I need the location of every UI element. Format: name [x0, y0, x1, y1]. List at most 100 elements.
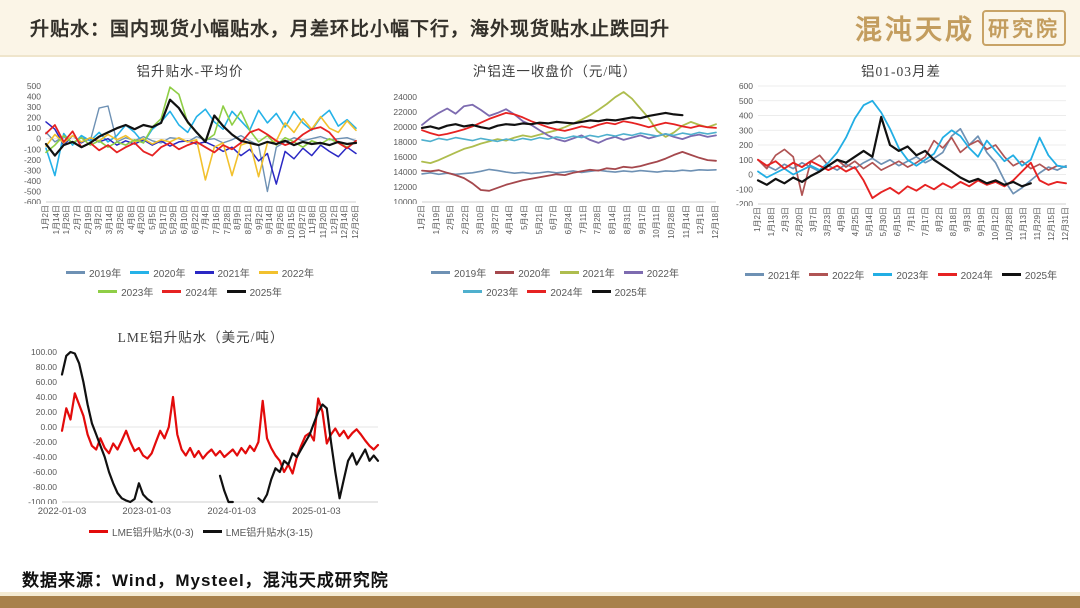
legend-label: 2019年 — [89, 269, 122, 280]
svg-text:300: 300 — [27, 102, 41, 112]
x-axis-label: 8月21日 — [244, 205, 254, 235]
legend-swatch — [495, 271, 515, 274]
x-axis-label: 1月2日 — [417, 205, 426, 230]
legend-swatch — [744, 273, 764, 276]
svg-text:40.00: 40.00 — [36, 392, 58, 402]
svg-text:-400: -400 — [24, 176, 41, 186]
svg-text:500: 500 — [739, 96, 753, 106]
x-axis-label: 9月14日 — [265, 205, 275, 235]
legend-swatch — [937, 273, 957, 276]
x-axis-label: 12月31日 — [1061, 207, 1070, 241]
svg-text:18000: 18000 — [393, 137, 417, 147]
x-axis-label: 8月31日 — [622, 205, 632, 235]
x-axis-label: 9月19日 — [977, 207, 986, 237]
legend-swatch — [809, 273, 829, 276]
x-axis-label: 1月18日 — [767, 207, 776, 237]
chart-title: 沪铝连一收盘价（元/吨） — [472, 64, 638, 79]
x-axis-label: 8月2日 — [935, 207, 944, 232]
x-axis-label: 3月14日 — [105, 205, 115, 235]
svg-text:-300: -300 — [24, 165, 41, 175]
legend-item: 2022年 — [258, 265, 314, 280]
x-axis-labels: 1月2日 1月18日 2月3日 2月20日 3月7日 3月23日 4月9日 4月25日 5月14… — [728, 206, 1074, 262]
legend-swatch — [66, 271, 85, 274]
x-axis-label: 8月9日 — [233, 205, 243, 230]
svg-text:80.00: 80.00 — [36, 362, 58, 372]
svg-text:500: 500 — [27, 81, 41, 91]
legend-label: 2022年 — [281, 269, 314, 280]
svg-text:-500: -500 — [24, 186, 41, 196]
chart-plot: 24000 22000 20000 18000 16000 14000 12000 10000 — [393, 91, 717, 204]
svg-text:-200: -200 — [24, 155, 41, 165]
legend-label: 2021年 — [217, 269, 250, 280]
chart-lme-aluminum-premium: LME铝升贴水（美元/吨） 100.00 80.00 60.00 40.00 20.00 0… — [16, 326, 386, 539]
legend-swatch — [591, 290, 611, 293]
series-line-2020年 — [421, 151, 717, 192]
x-axis-label: 4月25日 — [851, 207, 860, 237]
x-axis-label: 12月18日 — [711, 205, 720, 239]
x-axis-label: 5月30日 — [879, 207, 888, 237]
series-line-2019年 — [421, 168, 717, 176]
chart-title: 铝升贴水-平均价 — [136, 64, 244, 79]
series-line-2024年 — [45, 124, 357, 157]
legend-label: LME铝升贴水(3-15) — [225, 528, 313, 539]
series-line-2023年 — [757, 99, 1067, 179]
legend-label: 2022年 — [646, 269, 679, 280]
x-axis-labels: 1月2日 1月14日 1月26日 2月7日 2月19日 3月2日 3月14日 3月26日 4月8… — [16, 204, 364, 260]
legend-item: 2019年 — [66, 265, 121, 280]
legend-swatch — [130, 271, 150, 274]
legend-swatch — [202, 530, 222, 533]
legend-label: 2024年 — [185, 288, 218, 299]
svg-text:0: 0 — [748, 170, 753, 180]
x-axis-label: 10月11日 — [652, 205, 662, 239]
legend-item: 2023年 — [463, 284, 518, 299]
svg-text:0.00: 0.00 — [40, 422, 57, 432]
legend-item: 2023年 — [98, 284, 153, 299]
x-axis-label: 1月19日 — [431, 205, 441, 235]
svg-text:300: 300 — [739, 125, 753, 135]
svg-text:16000: 16000 — [393, 152, 417, 162]
svg-text:-20.00: -20.00 — [33, 437, 57, 447]
legend-label: 2025年 — [614, 288, 647, 299]
x-axis-label: 11月20日 — [318, 205, 328, 239]
x-axis-label: 9月26日 — [276, 205, 286, 235]
x-axis-label: 7月17日 — [921, 207, 930, 237]
legend-item: 2022年 — [809, 267, 864, 282]
x-axis-label: 5月21日 — [534, 205, 544, 235]
legend-item: 2025年 — [591, 284, 647, 299]
x-axis-label: 2月5日 — [446, 205, 456, 230]
legend-swatch — [463, 290, 483, 293]
svg-text:200: 200 — [27, 113, 41, 123]
x-axis-label: 10月12日 — [991, 207, 1000, 241]
x-axis-label: 12月14日 — [340, 205, 350, 239]
legend-item: 2021年 — [194, 265, 250, 280]
legend-swatch — [162, 290, 182, 293]
x-axis-labels: 2022-01-03 2023-01-03 2024-01-03 2025-01-03 — [16, 504, 386, 519]
x-axis-label: 9月17日 — [637, 205, 647, 235]
chart-plot: 100.00 80.00 60.00 40.00 20.00 0.00 -20.00 -40.… — [28, 347, 380, 504]
x-axis-label: 7月1日 — [907, 207, 916, 232]
legend-label: 2019年 — [454, 269, 487, 280]
svg-text:20.00: 20.00 — [36, 407, 58, 417]
x-axis-label: 7月28日 — [593, 205, 603, 235]
x-axis-label: 10月28日 — [1005, 207, 1014, 241]
series-line-2024年 — [757, 158, 1067, 200]
x-axis-label: 6月22日 — [190, 205, 200, 235]
series-line-2024年 — [421, 112, 717, 137]
svg-text:100: 100 — [27, 123, 41, 133]
data-source: 数据来源：Wind，Mysteel，混沌天成研究院 — [22, 571, 389, 590]
chart-title: 铝01-03月差 — [861, 64, 941, 79]
x-axis-label: 11月29日 — [1033, 207, 1042, 241]
x-axis-label: 9月2日 — [254, 205, 264, 230]
svg-text:400: 400 — [27, 92, 41, 102]
x-axis-label: 8月14日 — [608, 205, 618, 235]
legend-swatch — [226, 290, 246, 293]
x-axis-label: 4月20日 — [137, 205, 147, 235]
chart-aluminum-01-03-spread: 铝01-03月差 600 500 400 300 200 100 0 -100 -200 1月2日 1… — [728, 60, 1074, 282]
svg-text:24000: 24000 — [393, 92, 417, 102]
legend-swatch — [98, 290, 118, 293]
series-line-LME铝升贴水(0-3) — [60, 392, 380, 475]
legend-swatch — [1001, 273, 1021, 276]
x-axis-label: 2月19日 — [83, 205, 93, 235]
